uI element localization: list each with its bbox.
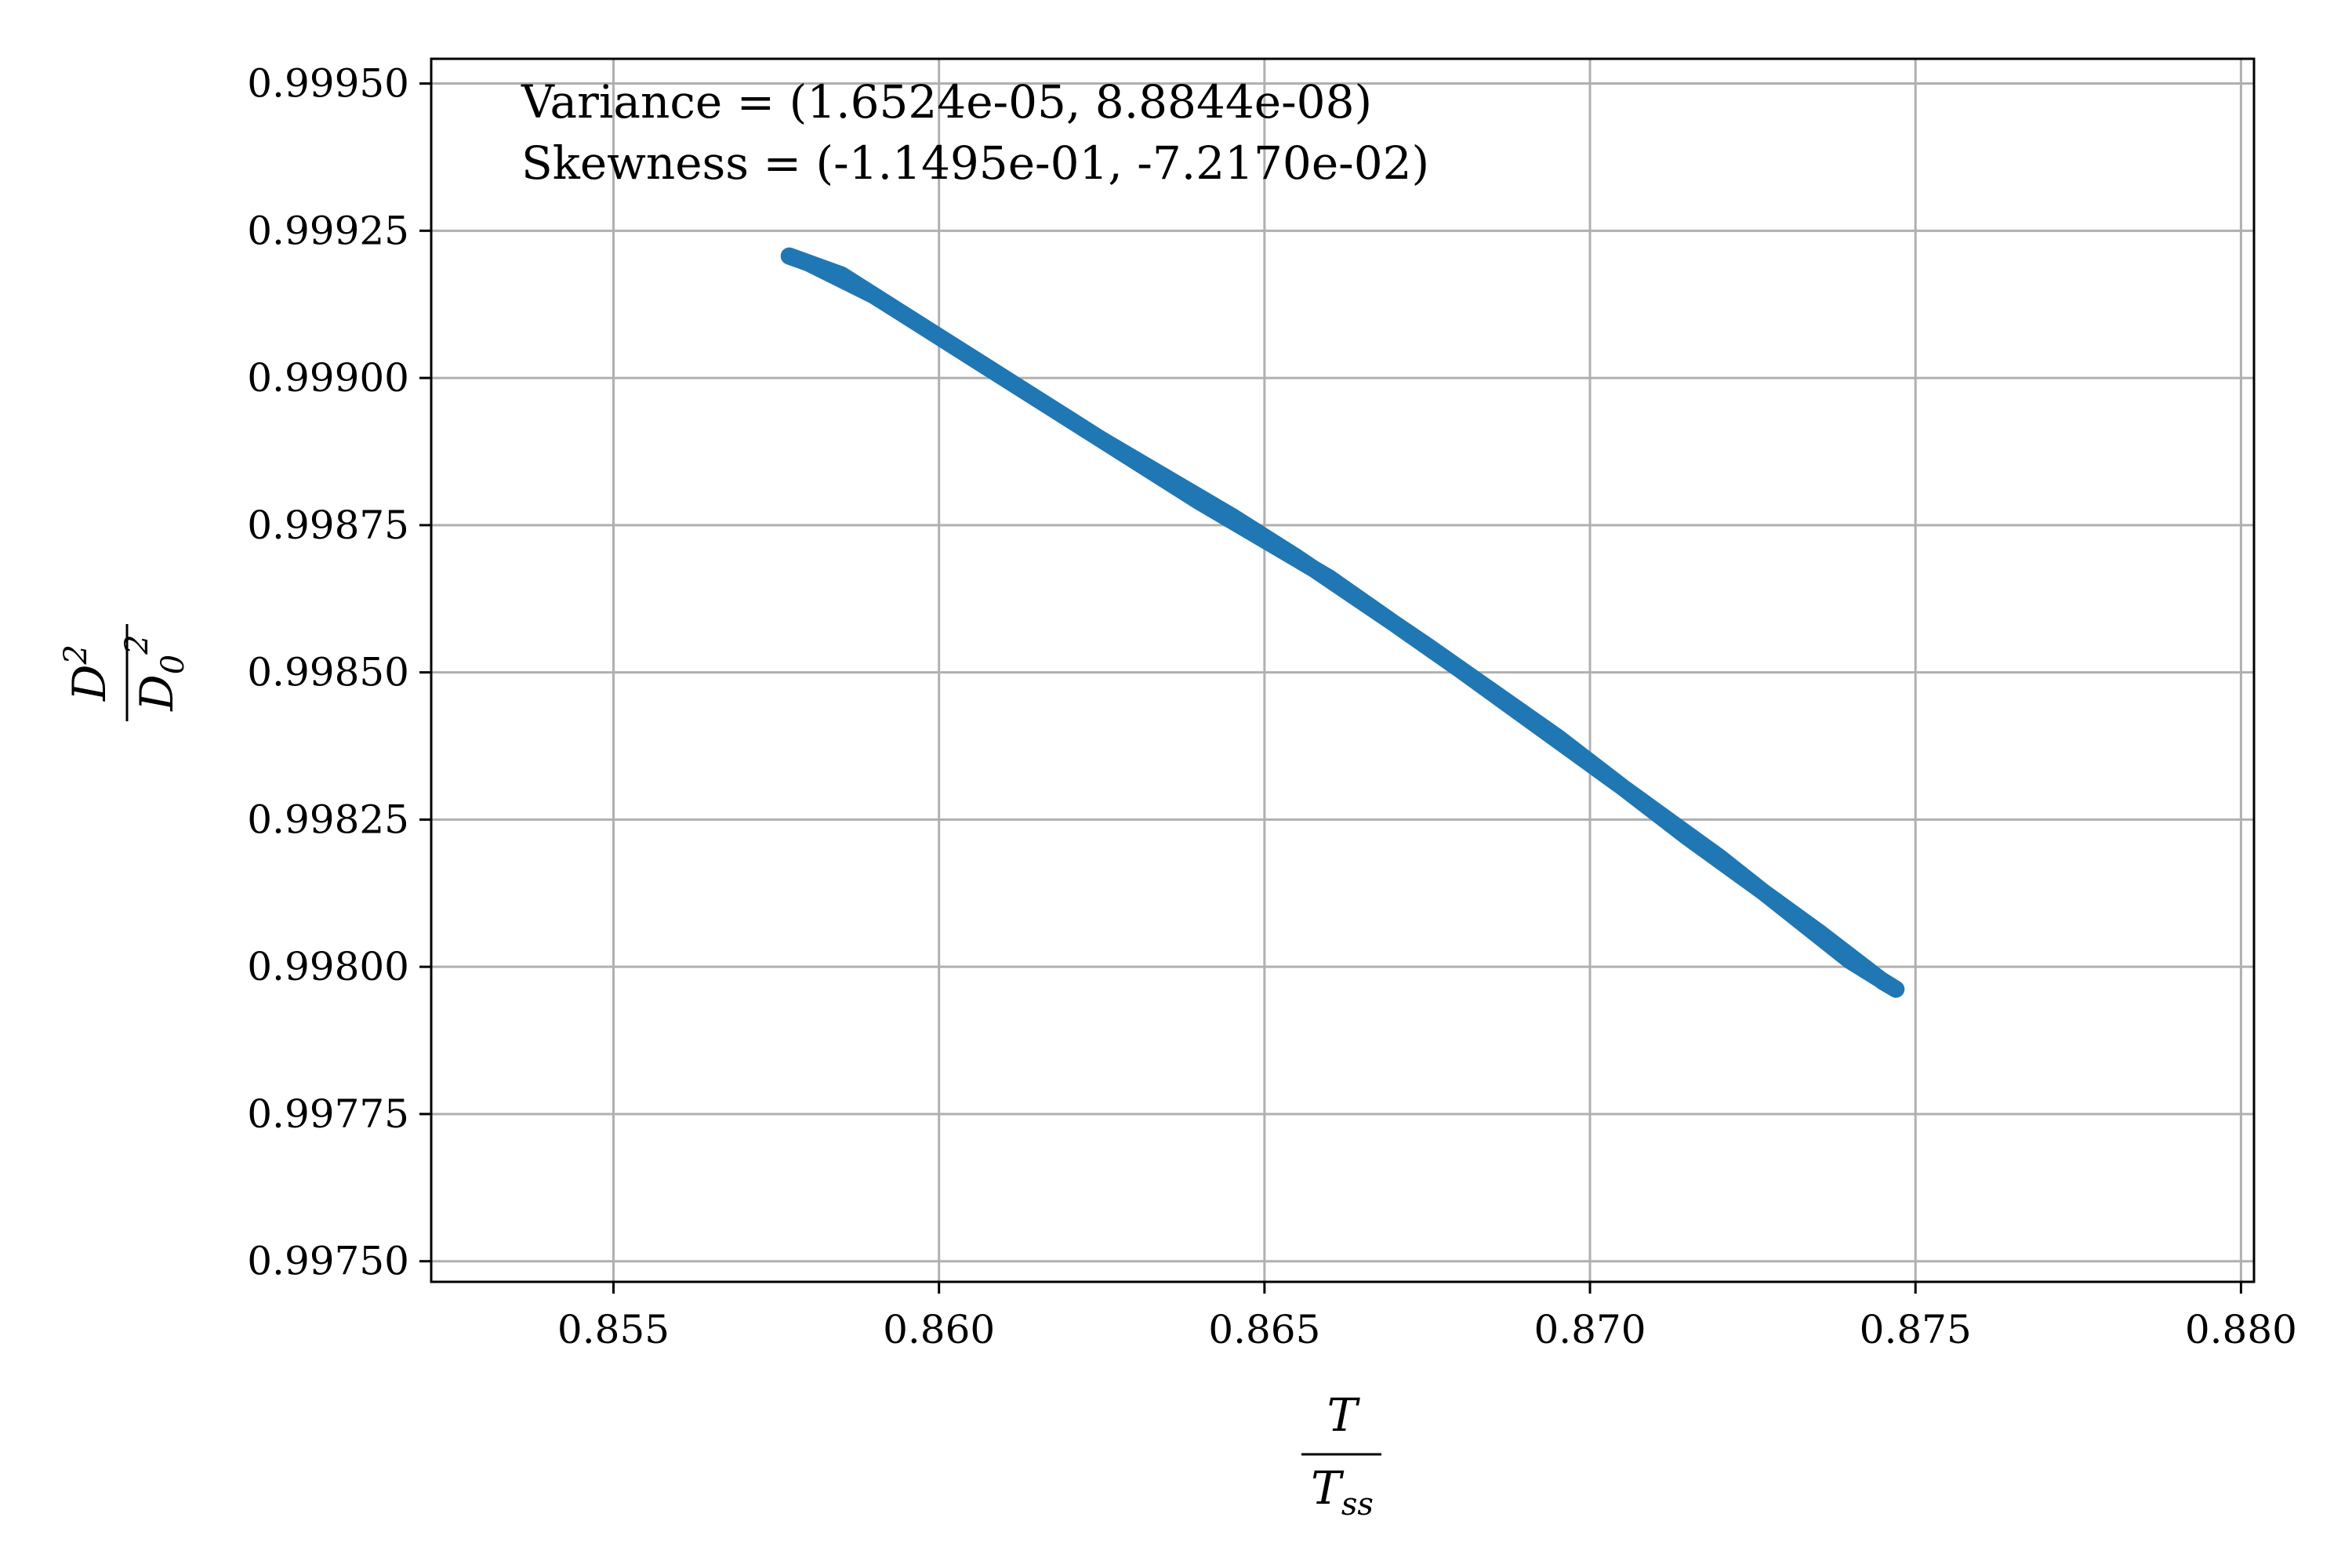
plot-frame (430, 57, 2256, 1283)
y-tick-label: 0.99800 (247, 944, 409, 989)
annotations: Variance = (1.6524e-05, 8.8844e-08) Skewn… (521, 75, 1429, 190)
y-tick-label: 0.99850 (247, 650, 409, 695)
x-label-denominator: Tss (1311, 1461, 1374, 1523)
y-tick-label: 0.99825 (247, 797, 409, 842)
y-label-denominator: D02 (119, 634, 191, 711)
grid (431, 59, 2254, 1282)
x-label-numerator: T (1327, 1388, 1361, 1442)
y-tick-label: 0.99950 (247, 61, 409, 107)
annotation-text: Variance = (1.6524e-05, 8.8844e-08) (521, 75, 1372, 129)
y-tick-label: 0.99900 (247, 355, 409, 401)
x-tick-label: 0.875 (1860, 1307, 1972, 1352)
y-tick-label: 0.99750 (247, 1239, 409, 1284)
y-tick-label: 0.99925 (247, 208, 409, 253)
y-tick-label: 0.99875 (247, 503, 409, 548)
series-group (780, 247, 1905, 998)
x-tick-label: 0.880 (2185, 1307, 2297, 1352)
ticks: 0.855 0.860 0.865 0.870 0.875 0.880 0.99750 0.9… (247, 61, 2297, 1352)
x-tick-label: 0.870 (1534, 1307, 1646, 1352)
annotation-text: Skewness = (-1.1495e-01, -7.2170e-02) (521, 136, 1429, 190)
x-tick-label: 0.855 (557, 1307, 670, 1352)
y-tick-label: 0.99775 (247, 1091, 409, 1137)
x-axis-label: T Tss (1301, 1388, 1381, 1523)
y-axis-label: D2 D02 (58, 624, 191, 721)
y-label-numerator: D2 (58, 644, 116, 702)
x-tick-label: 0.865 (1208, 1307, 1320, 1352)
series-line (780, 247, 1905, 998)
x-tick-label: 0.860 (883, 1307, 995, 1352)
